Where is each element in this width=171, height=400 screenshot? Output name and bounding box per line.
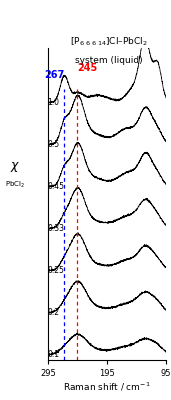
Text: 0.45: 0.45 <box>47 182 64 191</box>
Text: 0.33: 0.33 <box>47 224 64 233</box>
Text: system (liquid): system (liquid) <box>75 56 143 65</box>
Text: 267: 267 <box>45 70 65 80</box>
X-axis label: Raman shift / cm$^{-1}$: Raman shift / cm$^{-1}$ <box>63 381 151 393</box>
Text: 1.0: 1.0 <box>47 98 59 107</box>
Text: $\chi$: $\chi$ <box>10 160 20 174</box>
Text: 245: 245 <box>77 62 97 72</box>
Text: $[\mathrm{P_{6\ 6\ 6\ 14}}]\mathrm{Cl}$–$\mathrm{PbCl_2}$: $[\mathrm{P_{6\ 6\ 6\ 14}}]\mathrm{Cl}$–… <box>70 36 148 48</box>
Text: 0.5: 0.5 <box>47 140 59 149</box>
Text: 0.25: 0.25 <box>47 266 64 275</box>
Text: 0.2: 0.2 <box>47 308 59 317</box>
Text: 0.1: 0.1 <box>47 350 59 359</box>
Text: $\mathregular{PbCl_2}$: $\mathregular{PbCl_2}$ <box>5 180 25 190</box>
